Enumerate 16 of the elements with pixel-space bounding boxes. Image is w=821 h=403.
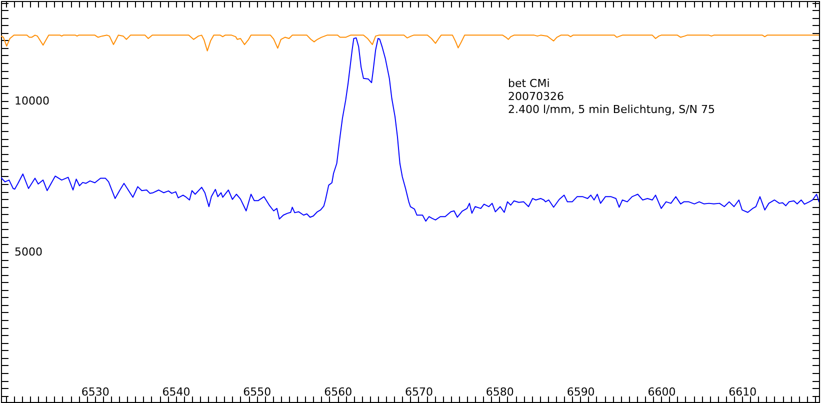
annotation: 2.400 l/mm, 5 min Belichtung, S/N 75 [508,103,715,116]
x-tick-label: 6600 [648,386,676,398]
x-tick-label: 6570 [404,386,433,398]
x-tick-label: 6560 [324,386,352,398]
x-tick-label: 6580 [486,386,514,398]
x-tick-label: 6530 [81,386,110,398]
annotation: bet CMi [508,77,550,90]
line-series [1,34,819,52]
x-tick-label: 6550 [243,386,272,398]
annotation: 20070326 [508,90,564,103]
y-tick-label: 10000 [14,94,50,108]
line-series [1,37,819,222]
x-tick-label: 6610 [728,386,757,398]
x-tick-label: 6590 [566,386,595,398]
y-tick-label: 5000 [14,246,42,259]
x-tick-label: 6540 [162,386,190,398]
